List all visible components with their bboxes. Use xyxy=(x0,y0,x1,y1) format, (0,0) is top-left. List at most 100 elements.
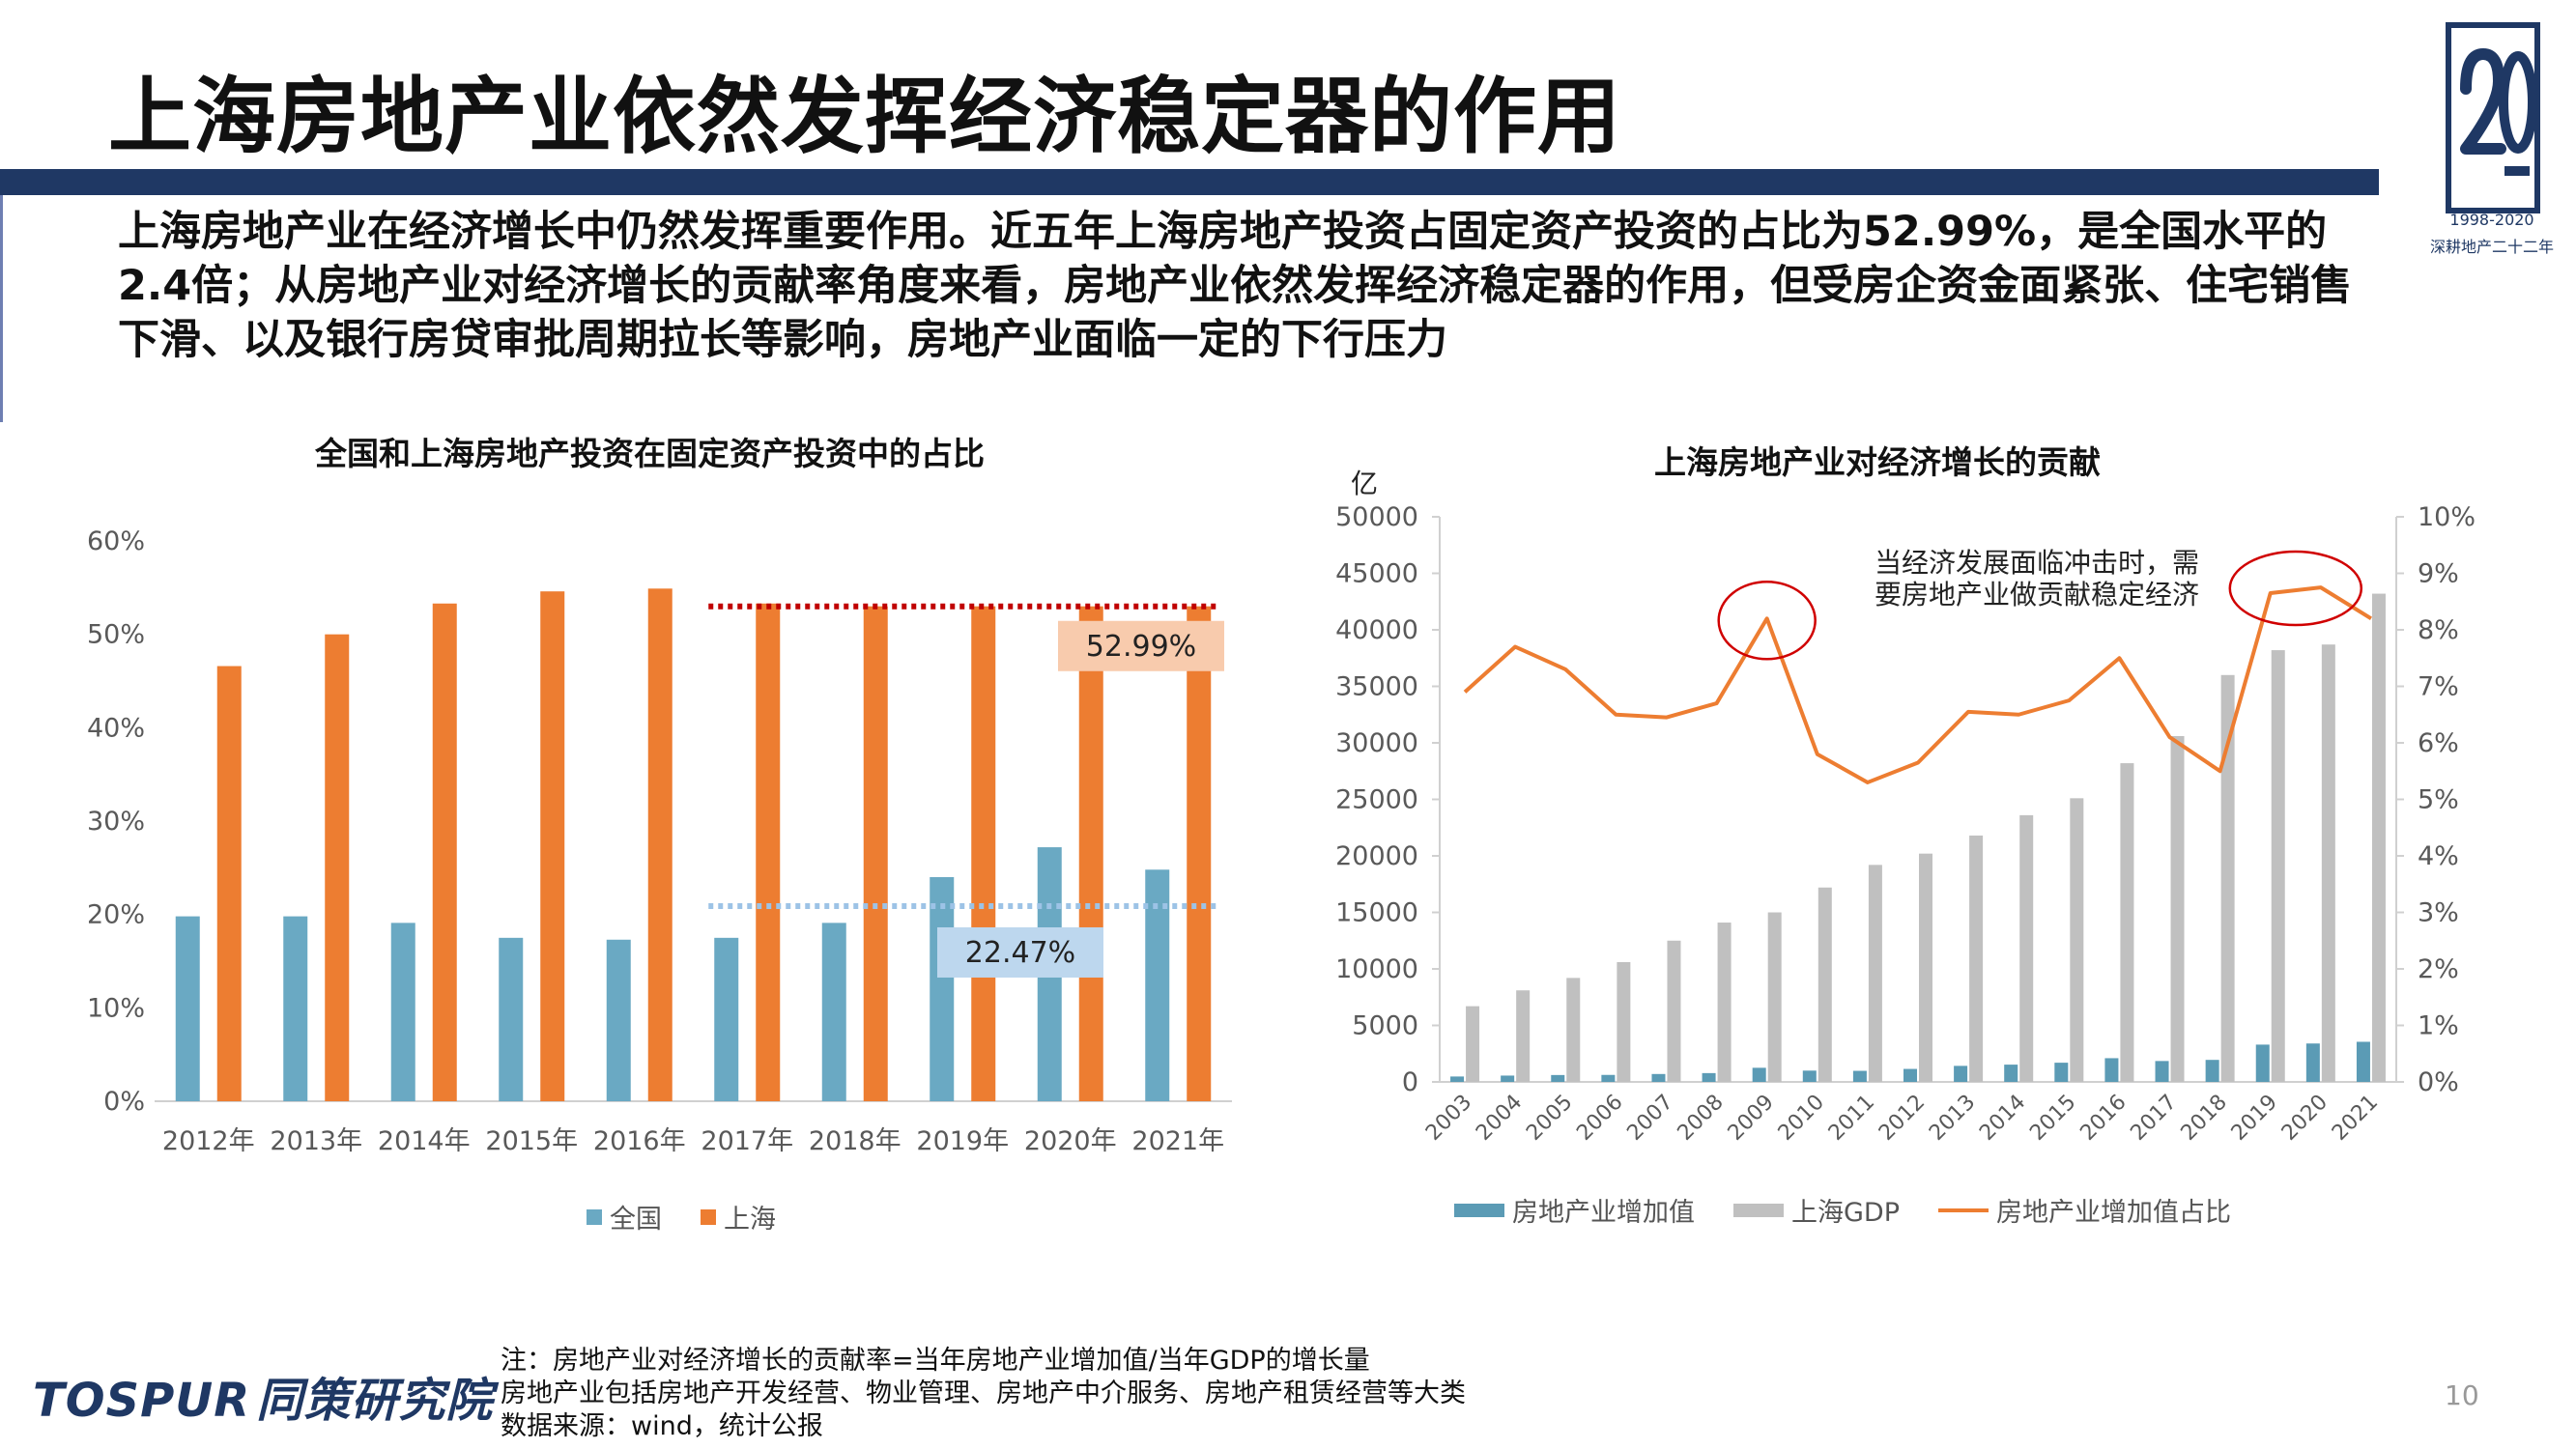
left-edge-accent xyxy=(0,195,3,422)
bar-gdp xyxy=(1466,1006,1480,1082)
bar-shanghai xyxy=(216,666,242,1101)
callout-label-national: 22.47% xyxy=(965,936,1075,970)
callout-label-shanghai: 52.99% xyxy=(1086,630,1196,664)
left-y-tick-label: 40000 xyxy=(1335,615,1418,645)
y-tick-label: 10% xyxy=(87,993,145,1023)
callout-box-shanghai xyxy=(1058,620,1224,671)
bar-national xyxy=(390,923,415,1101)
left-chart-title: 全国和上海房地产投资在固定资产投资中的占比 xyxy=(315,435,985,472)
right-y-tick-label: 7% xyxy=(2418,672,2459,702)
bar-gdp xyxy=(2220,674,2235,1082)
logo-subtitle: 深耕地产二十二年 xyxy=(2429,238,2554,256)
y-tick-label: 0% xyxy=(103,1087,145,1117)
annotation-text: 当经济发展面临冲击时，需 xyxy=(1875,547,2199,579)
bar-shanghai xyxy=(432,603,457,1101)
x-tick-label: 2019年 xyxy=(916,1126,1009,1156)
bar-gdp xyxy=(1566,978,1581,1082)
bar-gdp xyxy=(1969,835,1984,1082)
x-tick-label: 2017 xyxy=(2126,1091,2181,1146)
x-tick-label: 2008 xyxy=(1674,1091,1729,1146)
tospur-logo: TOSPUR 同策研究院 xyxy=(33,1362,493,1430)
bar-re-value xyxy=(2356,1041,2370,1082)
bar-gdp xyxy=(1868,865,1882,1082)
y-axis-unit: 亿 xyxy=(1351,468,1378,499)
x-tick-label: 2012年 xyxy=(162,1126,255,1156)
bar-re-value xyxy=(1450,1076,1465,1082)
bar-gdp xyxy=(1667,940,1681,1082)
legend-item-gdp: 上海GDP xyxy=(1733,1191,1900,1229)
bar-re-value xyxy=(2054,1063,2069,1082)
bar-national xyxy=(821,923,846,1101)
bar-shanghai xyxy=(863,606,888,1101)
legend-swatch-shanghai xyxy=(701,1208,716,1225)
highlight-circle-2009 xyxy=(1717,581,1817,661)
bar-gdp xyxy=(1767,912,1782,1082)
legend-swatch-gdp xyxy=(1733,1203,1784,1217)
y-tick-label: 20% xyxy=(87,900,145,930)
bar-gdp xyxy=(2019,814,2034,1082)
x-tick-label: 2018年 xyxy=(809,1126,902,1156)
bar-re-value xyxy=(2155,1061,2169,1082)
title-underline-bar xyxy=(0,169,2379,195)
right-y-tick-label: 6% xyxy=(2418,728,2459,758)
x-tick-label: 2021年 xyxy=(1131,1126,1224,1156)
x-tick-label: 2018 xyxy=(2177,1091,2232,1146)
y-tick-label: 40% xyxy=(87,713,145,743)
bar-re-value xyxy=(2305,1043,2320,1082)
bar-gdp xyxy=(2271,650,2285,1082)
y-tick-label: 50% xyxy=(87,620,145,650)
y-tick-label: 30% xyxy=(87,807,145,837)
right-y-tick-label: 2% xyxy=(2418,954,2459,984)
left-y-tick-label: 15000 xyxy=(1335,898,1418,928)
bar-re-value xyxy=(1954,1065,1968,1082)
bar-re-value xyxy=(2255,1044,2270,1082)
bar-re-value xyxy=(1551,1074,1565,1082)
bar-shanghai xyxy=(540,591,565,1101)
right-y-tick-label: 1% xyxy=(2418,1011,2459,1041)
bar-re-value xyxy=(1651,1073,1666,1082)
x-tick-label: 2019 xyxy=(2227,1091,2282,1146)
x-tick-label: 2014年 xyxy=(378,1126,471,1156)
left-chart-legend: 全国 上海 xyxy=(587,1198,815,1236)
bar-re-value xyxy=(1601,1074,1616,1082)
bar-gdp xyxy=(1818,887,1832,1082)
bar-shanghai xyxy=(1187,606,1212,1101)
right-combo-chart: 亿 0 5000 10000 15000 20000 25000 30000 35000 4000… xyxy=(1335,468,2476,1146)
x-tick-label: 2015年 xyxy=(485,1126,578,1156)
bar-national xyxy=(283,916,308,1101)
left-bar-chart: 0% 10% 20% 30% 40% 50% 60% 2012年 2013年 2014年 2015年… xyxy=(87,526,1232,1156)
footnotes: 注：房地产业对经济增长的贡献率=当年房地产业增加值/当年GDP的增长量 房地产业… xyxy=(501,1345,1466,1443)
bar-re-value xyxy=(1802,1070,1817,1082)
right-y-tick-label: 4% xyxy=(2418,841,2459,871)
bar-re-value xyxy=(1752,1067,1766,1082)
bar-national xyxy=(930,877,955,1101)
bar-gdp xyxy=(2170,735,2185,1082)
bar-gdp xyxy=(2070,798,2084,1082)
left-y-tick-label: 50000 xyxy=(1335,502,1418,532)
x-tick-label: 2011 xyxy=(1824,1091,1879,1146)
legend-item-national: 全国 xyxy=(587,1198,662,1236)
x-tick-label: 2015 xyxy=(2025,1091,2080,1146)
left-y-tick-label: 0 xyxy=(1402,1067,1418,1097)
right-y-tick-label: 5% xyxy=(2418,785,2459,815)
page-number: 10 xyxy=(2445,1379,2479,1411)
legend-label-gdp: 上海GDP xyxy=(1791,1198,1900,1228)
x-tick-label: 2003 xyxy=(1421,1091,1476,1146)
x-tick-label: 2005 xyxy=(1522,1091,1577,1146)
bar-re-value xyxy=(1702,1072,1716,1082)
logo-years: 1998-2020 xyxy=(2449,211,2534,229)
y-tick-label: 60% xyxy=(87,526,145,556)
bar-re-value xyxy=(1903,1068,1917,1082)
legend-item-re-value: 房地产业增加值 xyxy=(1454,1191,1695,1229)
right-y-tick-label: 10% xyxy=(2418,502,2476,532)
annotation-text: 要房地产业做贡献稳定经济 xyxy=(1875,579,2199,611)
x-tick-label: 2016年 xyxy=(593,1126,686,1156)
x-tick-label: 2010 xyxy=(1774,1091,1829,1146)
x-tick-label: 2013年 xyxy=(270,1126,362,1156)
left-y-tick-label: 5000 xyxy=(1352,1011,1418,1041)
bar-re-value xyxy=(2004,1065,2018,1082)
right-chart-legend: 房地产业增加值 上海GDP 房地产业增加值占比 xyxy=(1454,1191,2270,1229)
bar-gdp xyxy=(2321,644,2335,1082)
x-tick-label: 2004 xyxy=(1472,1091,1527,1146)
left-y-tick-label: 20000 xyxy=(1335,841,1418,871)
